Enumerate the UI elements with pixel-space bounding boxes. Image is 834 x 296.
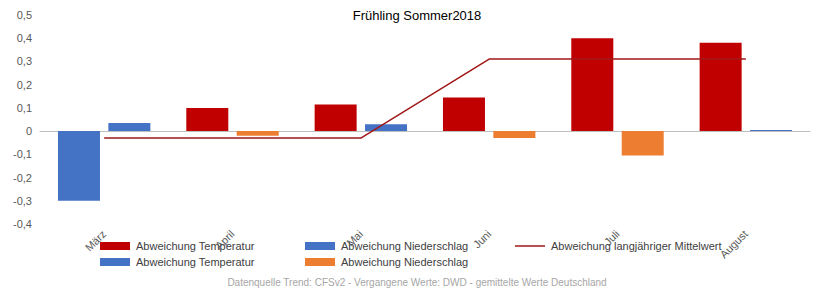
svg-text:0,1: 0,1 xyxy=(17,102,32,114)
svg-text:Juni: Juni xyxy=(471,228,494,251)
svg-text:0,5: 0,5 xyxy=(17,9,32,21)
svg-text:März: März xyxy=(83,228,109,254)
svg-text:Datenquelle Trend: CFSv2 - Ver: Datenquelle Trend: CFSv2 - Vergangene We… xyxy=(227,277,606,288)
svg-text:Frühling Sommer2018: Frühling Sommer2018 xyxy=(353,8,482,23)
svg-text:Abweichung Temperatur: Abweichung Temperatur xyxy=(136,240,255,252)
svg-text:-0,1: -0,1 xyxy=(13,148,32,160)
svg-text:Abweichung Niederschlag: Abweichung Niederschlag xyxy=(341,240,468,252)
svg-text:Abweichung langjähriger Mittel: Abweichung langjähriger Mittelwert xyxy=(551,240,722,252)
svg-text:-0,2: -0,2 xyxy=(13,172,32,184)
svg-text:0,2: 0,2 xyxy=(17,79,32,91)
svg-text:Abweichung Temperatur: Abweichung Temperatur xyxy=(136,256,255,268)
svg-text:0,3: 0,3 xyxy=(17,55,32,67)
svg-text:April: April xyxy=(213,228,237,252)
svg-text:0,4: 0,4 xyxy=(17,32,32,44)
svg-text:Mai: Mai xyxy=(344,228,365,249)
svg-text:-0,3: -0,3 xyxy=(13,195,32,207)
svg-text:August: August xyxy=(717,228,750,261)
svg-text:0: 0 xyxy=(26,125,32,137)
svg-text:-0,4: -0,4 xyxy=(13,218,32,230)
svg-text:Juli: Juli xyxy=(602,228,622,248)
svg-text:Abweichung Niederschlag: Abweichung Niederschlag xyxy=(341,256,468,268)
